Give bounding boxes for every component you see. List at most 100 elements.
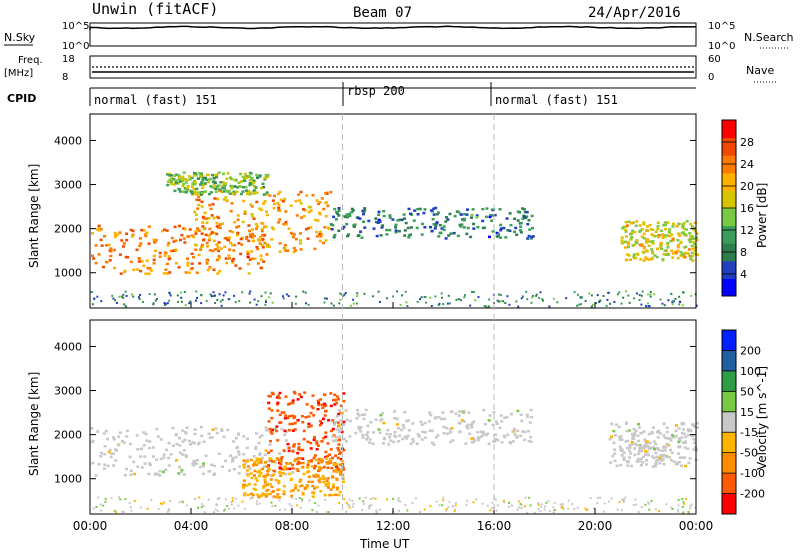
velocity-cell	[319, 457, 323, 461]
power-cell	[680, 231, 684, 235]
velocity-cell	[148, 463, 152, 467]
velocity-cell	[388, 436, 392, 439]
velocity-cell	[175, 459, 178, 462]
velocity-cell	[624, 496, 627, 499]
power-cell	[264, 303, 267, 306]
x-axis-label: Time UT	[359, 537, 410, 551]
power-cell	[178, 180, 182, 183]
power-cell	[323, 297, 326, 300]
velocity-cell	[470, 440, 474, 444]
velocity-cell	[283, 429, 287, 433]
velocity-cell	[671, 508, 674, 510]
velocity-cell	[335, 395, 339, 398]
power-cell	[147, 225, 151, 228]
velocity-cell	[207, 432, 211, 435]
velocity-cell	[286, 442, 290, 446]
nave-label: Nave	[746, 64, 774, 77]
velocity-cell	[648, 441, 652, 445]
velocity-cell	[640, 457, 644, 461]
velocity-cell	[148, 446, 151, 450]
power-cell	[315, 230, 318, 234]
power-cell	[324, 192, 328, 195]
power-cell	[477, 296, 480, 298]
power-cell	[243, 212, 247, 215]
velocity-cell	[486, 504, 489, 507]
power-cell	[153, 241, 157, 244]
velocity-cell	[147, 472, 151, 476]
velocity-cell	[338, 490, 342, 494]
velocity-cell	[362, 500, 365, 503]
velocity-cell	[337, 397, 340, 401]
velocity-cell	[96, 430, 100, 433]
velocity-cell	[356, 412, 360, 415]
velocity-cell	[277, 481, 281, 485]
velocity-cell	[486, 432, 490, 435]
velocity-cell	[526, 415, 530, 418]
power-cell	[650, 248, 654, 251]
velocity-cell	[327, 419, 331, 422]
power-cell	[521, 207, 525, 210]
velocity-cell	[258, 457, 262, 461]
power-cell	[481, 226, 485, 230]
power-cell	[252, 189, 256, 193]
power-cell	[634, 256, 638, 260]
power-cell	[378, 301, 381, 303]
velocity-cell	[689, 507, 692, 510]
power-cell	[462, 219, 466, 222]
power-cell	[663, 249, 667, 253]
velocity-cell	[328, 453, 332, 456]
power-cell	[209, 185, 213, 188]
power-cell	[684, 245, 688, 249]
power-cell	[228, 248, 232, 251]
velocity-cell	[337, 409, 341, 412]
velocity-cell	[115, 511, 117, 514]
power-cell	[638, 243, 642, 247]
power-cell	[265, 213, 269, 217]
power-cell	[247, 175, 251, 178]
power-cell	[474, 299, 477, 302]
power-cell	[169, 182, 173, 186]
power-cell	[182, 237, 186, 240]
velocity-cell	[622, 451, 626, 454]
power-cell	[506, 229, 510, 232]
freq-right-tick-bottom: 0	[708, 72, 714, 83]
velocity-cell	[104, 500, 107, 503]
power-cell	[250, 257, 254, 260]
power-cell	[632, 243, 636, 247]
velocity-cell	[260, 434, 264, 437]
power-cell	[392, 295, 395, 298]
cpid-segment-3: normal (fast) 151	[495, 93, 618, 107]
velocity-cell	[265, 465, 269, 468]
cpid-segment-1: normal (fast) 151	[94, 93, 217, 107]
power-cell	[190, 262, 194, 265]
power-cell	[103, 234, 106, 238]
cpid-segment-2: rbsp 200	[347, 84, 405, 98]
velocity-cell	[677, 498, 680, 501]
power-cell	[418, 207, 422, 211]
power-cell	[356, 295, 359, 298]
velocity-cell	[150, 498, 153, 501]
velocity-cell	[284, 414, 288, 417]
power-y-label: Slant Range [km]	[27, 164, 41, 268]
velocity-cell	[91, 439, 95, 443]
velocity-cell	[315, 448, 319, 451]
power-cell	[659, 244, 663, 247]
power-colorbar-swatch	[722, 137, 736, 156]
power-cell	[124, 290, 127, 293]
velocity-cell	[372, 431, 376, 434]
power-cell	[388, 216, 392, 219]
velocity-cell	[502, 499, 505, 502]
velocity-cell	[278, 461, 282, 465]
velocity-cell	[419, 511, 422, 513]
power-cell	[183, 187, 187, 190]
velocity-cell	[208, 436, 212, 439]
power-cell	[262, 260, 266, 263]
power-cell	[131, 229, 135, 233]
power-cell	[423, 208, 427, 211]
velocity-cell	[333, 420, 337, 424]
power-cell	[645, 228, 649, 232]
power-cell	[177, 174, 181, 177]
velocity-cell	[254, 447, 258, 450]
velocity-cell	[678, 445, 682, 448]
power-cell	[260, 243, 264, 247]
